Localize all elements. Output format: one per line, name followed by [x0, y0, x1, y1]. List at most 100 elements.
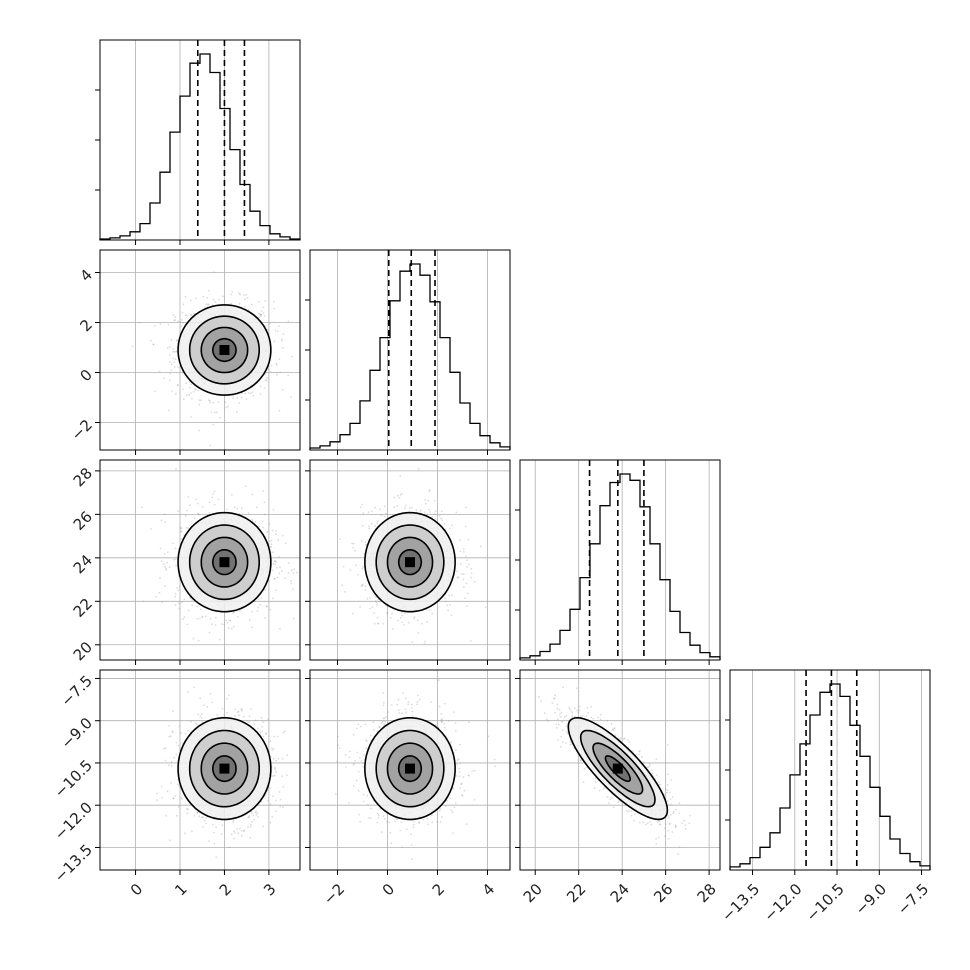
scatter-point	[269, 608, 272, 611]
scatter-point	[407, 701, 410, 703]
scatter-point	[466, 566, 469, 568]
scatter-point	[286, 774, 288, 776]
scatter-point	[271, 747, 273, 749]
scatter-point	[174, 358, 177, 360]
scatter-point	[367, 511, 370, 514]
scatter-point	[196, 605, 198, 608]
scatter-point	[179, 747, 181, 750]
scatter-point	[208, 289, 210, 292]
scatter-point	[201, 713, 203, 715]
scatter-point	[251, 493, 254, 496]
scatter-point	[264, 617, 267, 619]
scatter-point	[264, 513, 266, 516]
scatter-point	[275, 362, 278, 365]
scatter-point	[268, 322, 271, 325]
scatter-point	[174, 604, 177, 606]
scatter-point	[273, 747, 275, 750]
scatter-point	[365, 747, 368, 750]
scatter-point	[238, 402, 241, 404]
scatter-point	[280, 338, 283, 341]
scatter-point	[396, 703, 399, 706]
scatter-point	[275, 533, 277, 536]
scatter-point	[461, 573, 463, 575]
scatter-point	[371, 606, 374, 608]
scatter-point	[259, 731, 262, 734]
scatter-point	[389, 617, 392, 619]
scatter-point	[259, 385, 262, 388]
scatter-point	[398, 712, 401, 714]
scatter-point	[175, 815, 178, 817]
scatter-point	[175, 753, 178, 756]
scatter-point	[177, 510, 179, 513]
scatter-point	[196, 502, 199, 505]
scatter-point	[396, 494, 399, 497]
scatter-point	[290, 396, 292, 399]
scatter-point	[189, 299, 192, 302]
scatter-point	[255, 814, 258, 816]
scatter-point	[166, 790, 169, 793]
scatter-point	[484, 606, 487, 609]
scatter-point	[209, 692, 212, 695]
scatter-point	[232, 625, 235, 628]
scatter-point	[276, 371, 278, 374]
scatter-point	[466, 592, 469, 595]
scatter-point	[382, 717, 385, 720]
scatter-point	[181, 371, 184, 374]
scatter-point	[427, 823, 430, 826]
scatter-point	[278, 409, 281, 412]
scatter-point	[213, 503, 216, 506]
scatter-point	[383, 505, 386, 508]
scatter-point	[274, 329, 277, 332]
scatter-point	[272, 597, 274, 600]
scatter-point	[159, 323, 162, 326]
scatter-point	[230, 627, 233, 630]
scatter-point	[264, 300, 267, 302]
scatter-point	[277, 757, 280, 760]
scatter-point	[411, 507, 413, 509]
scatter-point	[377, 622, 380, 625]
scatter-point	[163, 513, 166, 516]
y-tick-label: 26	[70, 508, 96, 534]
scatter-point	[282, 731, 285, 734]
scatter-point	[251, 391, 254, 394]
scatter-point	[198, 617, 201, 620]
scatter-point	[376, 522, 379, 525]
scatter-point	[278, 572, 281, 575]
scatter-point	[464, 597, 466, 600]
scatter-point	[180, 319, 183, 321]
scatter-point	[359, 820, 362, 823]
scatter-point	[290, 582, 293, 585]
scatter-point	[279, 805, 282, 808]
scatter-point	[204, 615, 207, 618]
scatter-point	[172, 348, 175, 350]
scatter-point	[431, 516, 434, 518]
scatter-point	[446, 604, 449, 607]
scatter-point	[440, 713, 443, 715]
scatter-point	[360, 539, 363, 542]
scatter-point	[281, 775, 284, 778]
scatter-point	[190, 314, 192, 316]
scatter-point	[451, 594, 453, 597]
scatter-point	[175, 741, 178, 744]
scatter-point	[188, 596, 191, 599]
scatter-point	[398, 497, 401, 499]
scatter-point	[349, 569, 352, 572]
scatter-point	[385, 716, 388, 718]
scatter-point	[424, 502, 427, 505]
scatter-point	[248, 815, 251, 817]
scatter-point	[451, 524, 453, 527]
scatter-point	[247, 826, 249, 828]
scatter-point	[182, 321, 185, 324]
scatter-point	[201, 615, 204, 618]
scatter-point	[378, 600, 381, 603]
scatter-point	[276, 373, 278, 376]
scatter-point	[382, 623, 385, 625]
scatter-point	[264, 588, 267, 591]
scatter-point	[410, 858, 413, 860]
scatter-point	[230, 833, 233, 836]
scatter-point	[240, 829, 243, 832]
scatter-point	[278, 791, 281, 793]
scatter-point	[236, 828, 238, 830]
scatter-point	[221, 707, 224, 710]
scatter-point	[463, 789, 466, 792]
